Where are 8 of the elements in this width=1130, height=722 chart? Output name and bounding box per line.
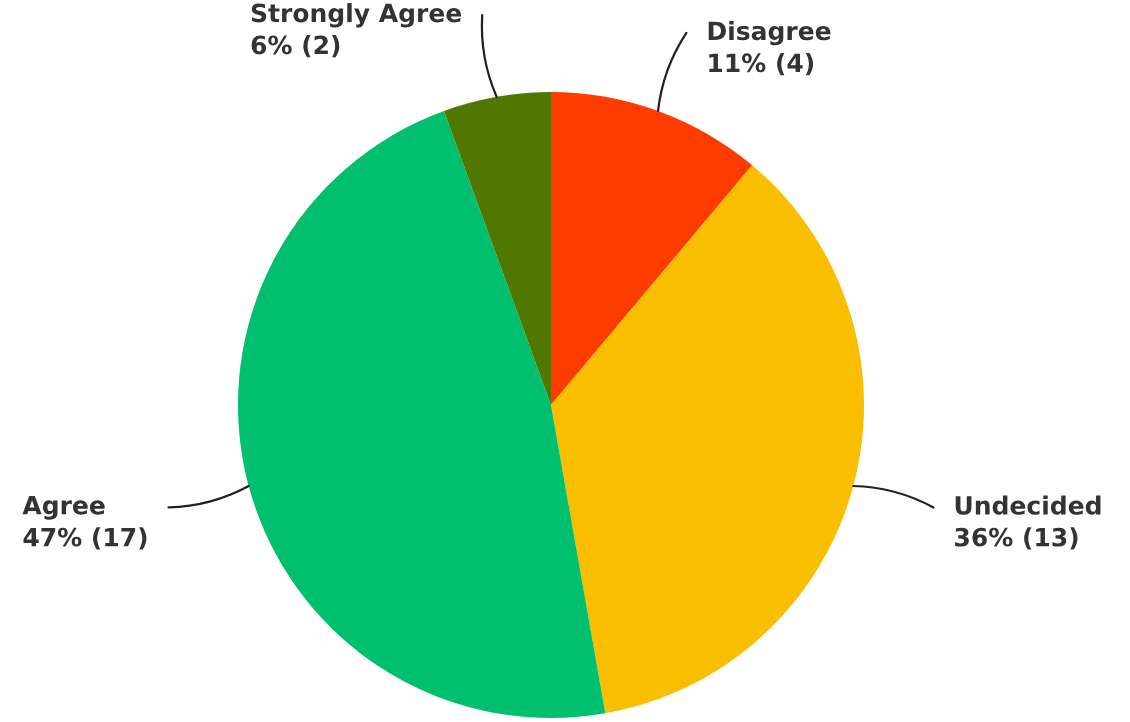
- slice-label: Disagree: [708, 20, 831, 46]
- slice-label: Strongly Agree: [251, 3, 462, 28]
- slice-label: Agree: [22, 496, 105, 520]
- data-label: 36% (13): [955, 527, 1078, 550]
- slice-label: Undecided: [955, 495, 1101, 515]
- data-label: 47% (17): [23, 527, 147, 550]
- data-label: 11% (4): [709, 52, 814, 76]
- data-label: 6% (2): [251, 35, 340, 58]
